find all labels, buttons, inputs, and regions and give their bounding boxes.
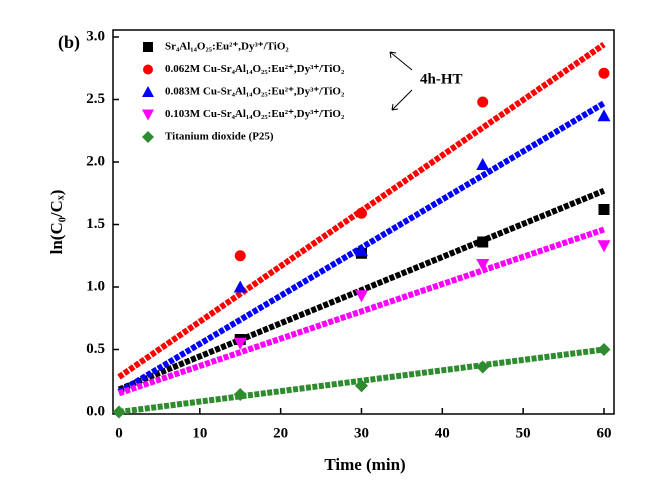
y-tick-label: 3.0 xyxy=(86,28,105,44)
fit-line xyxy=(117,187,606,393)
y-tick-label: 1.5 xyxy=(86,216,105,232)
legend-label: 0.103M Cu-Sr₄Al₁₄O₂₅:Eu²⁺,Dy³⁺/TiO₂ xyxy=(165,108,345,120)
annotation-arrows xyxy=(389,51,413,111)
x-tick-label: 40 xyxy=(435,425,450,441)
x-tick-label: 20 xyxy=(273,425,288,441)
legend-label: Titanium dioxide (P25) xyxy=(165,131,274,143)
data-point xyxy=(597,240,611,253)
x-tick-label: 0 xyxy=(115,425,123,441)
data-point xyxy=(233,280,247,293)
data-point xyxy=(112,405,126,419)
x-tick-label: 50 xyxy=(516,425,531,441)
data-point xyxy=(598,204,610,215)
plot-frame xyxy=(112,29,615,415)
fit-line xyxy=(118,226,605,397)
data-point xyxy=(598,67,610,79)
x-tick-label: 60 xyxy=(596,425,611,441)
data-point xyxy=(233,388,247,401)
data-point xyxy=(355,207,367,219)
legend-marker xyxy=(142,86,154,97)
data-point xyxy=(476,158,490,170)
legend-marker xyxy=(143,64,153,75)
y-axis-label: ln(C₀/Cₓ) xyxy=(47,190,66,255)
y-tick-label: 1.0 xyxy=(86,278,105,294)
legend-label: Sr₄Al₁₄O₂₅:Eu²⁺,Dy³⁺/TiO₂ xyxy=(165,41,289,53)
data-point xyxy=(477,236,489,248)
annotation: 4h-HT xyxy=(420,71,463,87)
data-point xyxy=(354,379,368,393)
data-point xyxy=(597,109,611,122)
data-point xyxy=(476,360,490,374)
panel-label: (b) xyxy=(58,32,80,53)
data-point xyxy=(477,96,489,108)
y-tick-label: 0.0 xyxy=(86,403,105,419)
y-tick-label: 0.5 xyxy=(86,341,105,357)
data-point xyxy=(597,343,611,356)
legend-marker xyxy=(142,131,154,143)
data-point xyxy=(234,250,246,262)
data-point xyxy=(233,337,247,350)
y-tick-label: 2.5 xyxy=(86,91,105,107)
x-tick-label: 30 xyxy=(354,425,369,441)
y-tick-label: 2.0 xyxy=(86,153,105,169)
x-axis-label: Time (min) xyxy=(324,455,405,474)
data-point xyxy=(476,259,490,271)
legend-label: 0.062M Cu-Sr₄Al₁₄O₂₅:Eu²⁺,Dy³⁺/TiO₂ xyxy=(165,63,345,75)
legend-marker xyxy=(142,109,154,121)
legend-label: 0.083M Cu-Sr₄Al₁₄O₂₅:Eu²⁺,Dy³⁺/TiO₂ xyxy=(165,86,345,98)
data-point xyxy=(354,290,368,303)
x-tick-label: 10 xyxy=(192,425,207,441)
data-point xyxy=(354,244,368,257)
legend-marker xyxy=(143,42,153,52)
